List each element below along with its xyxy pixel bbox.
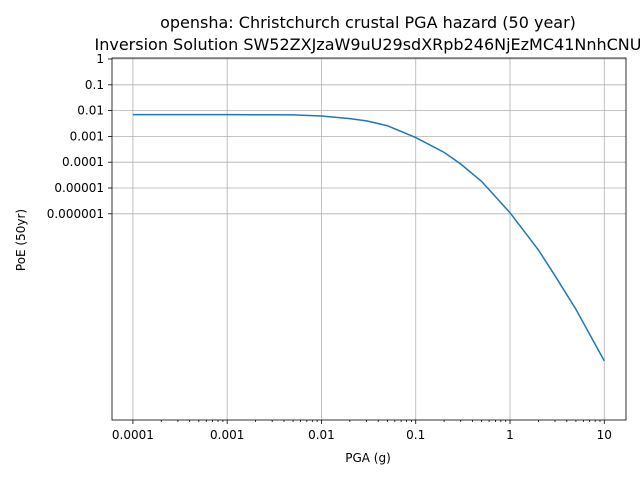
y-axis-ticks: 1 0.1 0.01 0.001 0.0001 0.00001 0.000001 [47,52,112,221]
y-tick-label: 0.00001 [54,181,104,195]
y-gridlines [112,58,626,215]
x-tick-label: 0.001 [210,428,244,442]
plot-frame [111,57,627,421]
x-axis-label: PGA (g) [345,451,391,465]
y-tick-label: 0.0001 [62,155,104,169]
series-layer [132,113,605,362]
chart-subtitle: Inversion Solution SW52ZXJzaW9uU29sdXRpb… [95,35,640,54]
y-tick-label: 0.01 [77,104,104,118]
y-tick-label: 0.000001 [47,207,104,221]
chart-title: opensha: Christchurch crustal PGA hazard… [160,13,576,32]
y-tick-label: 0.001 [70,129,104,143]
x-tick-label: 1 [506,428,514,442]
x-tick-label: 10 [597,428,612,442]
y-tick-label: 1 [96,52,104,66]
x-tick-label: 0.0001 [112,428,154,442]
y-axis-label: PoE (50yr) [14,209,28,271]
x-axis-ticks: 0.0001 0.001 0.01 0.1 1 10 [112,420,612,442]
y-tick-label: 0.1 [85,78,104,92]
x-tick-label: 0.1 [406,428,425,442]
x-gridlines [132,58,605,420]
hazard-curve-line [132,113,605,362]
x-tick-label: 0.01 [308,428,335,442]
